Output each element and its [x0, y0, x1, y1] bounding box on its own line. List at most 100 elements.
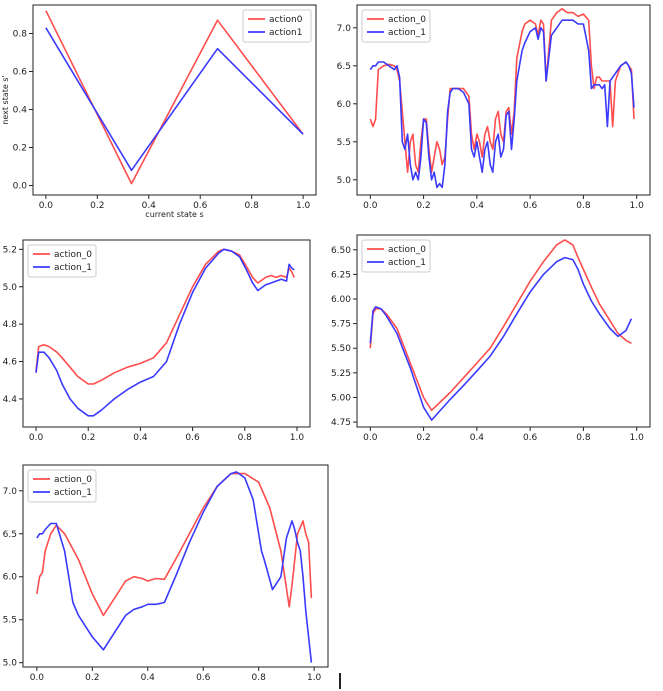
x-tick-label: 1.0: [290, 433, 305, 443]
plot-frame: [32, 4, 317, 196]
legend: action_0 action_1: [361, 9, 431, 43]
legend-box: [361, 9, 431, 43]
x-tick-label: 0.0: [39, 201, 54, 211]
y-tick-label: 7.0: [3, 487, 18, 497]
x-tick-label: 1.0: [307, 673, 322, 683]
x-tick-label: 0.2: [85, 673, 99, 683]
x-tick-label: 0.6: [523, 201, 538, 211]
legend-box: [361, 239, 431, 273]
x-tick-label: 0.4: [142, 201, 157, 211]
text-cursor: [339, 673, 341, 689]
x-tick-label: 0.8: [576, 201, 591, 211]
x-tick-label: 0.2: [81, 433, 95, 443]
y-tick-label: 0.4: [13, 106, 28, 116]
y-tick-label: 6.00: [331, 295, 351, 305]
legend-label-action_1: action_1: [388, 258, 426, 268]
y-tick-label: 6.50: [331, 246, 351, 256]
x-tick-label: 0.0: [363, 433, 378, 443]
series-line-action_0: [35, 248, 296, 385]
legend-label-action1: action1: [269, 28, 302, 38]
y-tick-label: 5.75: [331, 320, 351, 330]
y-tick-label: 4.8: [3, 320, 18, 330]
legend-box: [242, 9, 312, 43]
chart-1: 0.0 0.2 0.4 0.6 0.8 1.0 0.0 0.2 0.4 0.6 0.8 current…: [1, 4, 317, 219]
legend-label-action_0: action_0: [388, 15, 426, 25]
x-tick-label: 0.8: [576, 433, 591, 443]
x-tick-label: 0.0: [30, 673, 45, 683]
x-tick-label: 0.4: [141, 673, 156, 683]
chart-5: 0.0 0.2 0.4 0.6 0.8 1.0 5.0 5.5 6.0 6.5 7.0 action_…: [3, 464, 329, 683]
series-line-action_0: [369, 8, 635, 173]
plot-frame: [356, 4, 651, 196]
y-tick-label: 6.0: [337, 100, 352, 110]
y-tick-label: 6.5: [337, 62, 351, 72]
y-tick-label: 0.8: [13, 30, 28, 40]
y-tick-label: 5.5: [3, 616, 17, 626]
series-line-action_0: [36, 472, 313, 617]
x-tick-label: 1.0: [630, 433, 645, 443]
plot-frame: [356, 234, 651, 428]
y-tick-label: 5.5: [337, 138, 351, 148]
x-tick-label: 0.2: [416, 433, 430, 443]
legend-label-action_0: action_0: [54, 250, 92, 260]
x-tick-label: 1.0: [630, 201, 645, 211]
legend-box: [27, 469, 97, 503]
x-tick-label: 0.6: [196, 673, 211, 683]
legend-label-action_0: action_0: [388, 245, 426, 255]
x-tick-label: 0.0: [363, 201, 378, 211]
legend-label-action0: action0: [269, 15, 303, 25]
legend-label-action_1: action_1: [388, 28, 426, 38]
x-tick-label: 0.2: [416, 201, 430, 211]
legend: action_0 action_1: [361, 239, 431, 273]
x-tick-label: 0.6: [185, 433, 200, 443]
y-tick-label: 5.50: [331, 344, 351, 354]
series-line-action_1: [35, 248, 295, 417]
plot-frame: [22, 239, 311, 428]
legend: action_0 action_1: [27, 469, 97, 503]
plot-frame: [22, 464, 329, 668]
legend-label-action_0: action_0: [54, 475, 92, 485]
y-tick-label: 5.25: [331, 369, 351, 379]
series-line-action1: [45, 27, 304, 172]
y-tick-label: 0.0: [13, 182, 28, 192]
x-tick-label: 0.2: [90, 201, 104, 211]
y-tick-label: 5.0: [3, 659, 18, 669]
chart-4: 0.0 0.2 0.4 0.6 0.8 1.0 4.75 5.00 5.25 5.50 5.75 6.…: [331, 234, 651, 443]
x-tick-label: 0.8: [252, 673, 267, 683]
y-tick-label: 5.0: [337, 176, 352, 186]
x-tick-label: 0.4: [470, 201, 485, 211]
y-tick-label: 0.2: [13, 144, 27, 154]
x-tick-label: 0.4: [133, 433, 148, 443]
chart-2: 0.0 0.2 0.4 0.6 0.8 1.0 5.0 5.5 6.0 6.5 7.0 action_…: [337, 4, 651, 211]
x-tick-label: 0.4: [470, 433, 485, 443]
y-tick-label: 7.0: [337, 24, 352, 34]
series-line-action_0: [369, 239, 632, 412]
x-tick-label: 0.6: [193, 201, 208, 211]
legend-label-action_1: action_1: [54, 488, 92, 498]
y-tick-label: 6.5: [3, 530, 17, 540]
series-line-action_1: [36, 471, 313, 663]
legend: action_0 action_1: [27, 244, 97, 278]
series-line-action_1: [369, 256, 633, 421]
y-tick-label: 6.25: [331, 270, 351, 280]
y-tick-label: 0.6: [13, 68, 28, 78]
x-tick-label: 0.8: [238, 433, 253, 443]
legend: action0 action1: [242, 9, 312, 43]
x-tick-label: 0.0: [29, 433, 44, 443]
y-tick-label: 6.0: [3, 573, 18, 583]
x-axis-label: current state s: [145, 210, 203, 219]
chart-3: 0.0 0.2 0.4 0.6 0.8 1.0 4.4 4.6 4.8 5.0 5.2 action_…: [3, 239, 311, 443]
y-tick-label: 4.6: [3, 358, 18, 368]
y-axis-label: next state s': [1, 75, 10, 124]
y-tick-label: 5.00: [331, 393, 351, 403]
legend-box: [27, 244, 97, 278]
x-tick-label: 0.8: [245, 201, 260, 211]
y-tick-label: 5.0: [3, 283, 18, 293]
y-tick-label: 5.2: [3, 245, 17, 255]
x-tick-label: 1.0: [296, 201, 311, 211]
series-line-action_1: [369, 19, 635, 189]
y-tick-label: 4.4: [3, 395, 18, 405]
legend-label-action_1: action_1: [54, 263, 92, 273]
series-line-action0: [45, 10, 304, 185]
